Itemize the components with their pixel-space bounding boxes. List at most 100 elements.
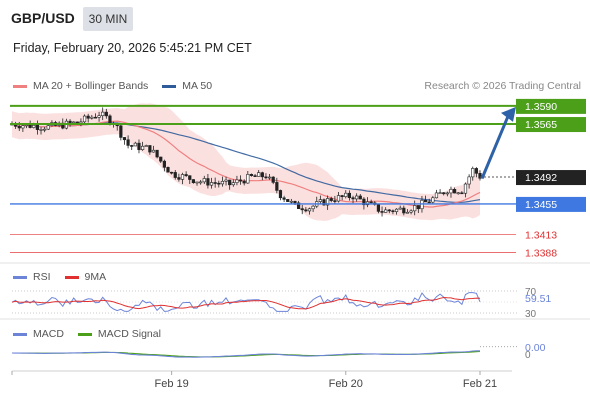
candle-body: [278, 190, 283, 199]
candle-body: [253, 175, 257, 177]
level-red: 1.3388: [10, 248, 557, 260]
candle-body: [162, 160, 166, 168]
candle-body: [438, 192, 442, 194]
candle-body: [304, 209, 308, 212]
macd-signal-swatch: [77, 332, 92, 336]
research-credit: Research © 2026 Trading Central: [424, 80, 581, 92]
candle-body: [289, 200, 293, 203]
macd-tick-label: 0: [525, 350, 531, 361]
candle-body: [39, 129, 43, 131]
candle-body: [416, 205, 420, 210]
candle-body: [155, 149, 159, 158]
candle-body: [228, 179, 232, 186]
x-tick-label: Feb 20: [329, 378, 363, 390]
candle-body: [126, 139, 130, 146]
candle-body: [246, 174, 250, 184]
level-resistance: 1.3565: [10, 117, 586, 133]
candle-body: [275, 182, 279, 191]
candle-body: [271, 176, 275, 183]
rsi-line: [11, 292, 481, 312]
candle-body: [463, 183, 468, 194]
candle-body: [195, 181, 199, 184]
candle-body: [347, 192, 351, 199]
level-label: 1.3565: [525, 119, 557, 131]
level-current: 1.3492: [480, 170, 586, 186]
symbol-title: GBP/USD: [11, 10, 75, 26]
candle-body: [93, 116, 98, 119]
candle-body: [434, 192, 439, 199]
candle-body: [423, 200, 428, 203]
candle-body: [32, 125, 36, 128]
candle-body: [445, 192, 449, 195]
candle-body: [394, 208, 399, 212]
level-label: 1.3455: [525, 199, 557, 211]
candle-body: [206, 178, 210, 186]
candle-body: [220, 180, 225, 185]
ma20-swatch: [13, 84, 27, 88]
level-label-box: [516, 170, 586, 186]
candle-body: [297, 202, 301, 209]
rsi-legend-label: RSI: [33, 271, 51, 283]
rsi-legend: RSI 9MA: [13, 271, 106, 283]
candle-body: [199, 181, 203, 184]
candle-body: [166, 167, 170, 173]
candle-body: [188, 175, 192, 180]
candle-body: [355, 195, 359, 200]
macd-legend: MACD MACD Signal: [13, 328, 161, 340]
candle-body: [119, 125, 123, 138]
datetime-label: Friday, February 20, 2026 5:45:21 PM CET: [13, 41, 252, 55]
candle-body: [358, 195, 362, 200]
candle-body: [231, 182, 235, 186]
ma20-legend-label: MA 20 + Bollinger Bands: [33, 80, 149, 92]
candle-body: [460, 192, 464, 195]
candle-body: [86, 115, 90, 119]
candle-body: [336, 195, 341, 202]
price-legend: MA 20 + Bollinger Bands MA 50: [13, 80, 212, 92]
candle-body: [300, 208, 304, 211]
candle-body: [79, 121, 83, 124]
rsi-tick-label: 30: [525, 309, 537, 320]
macd-swatch: [13, 332, 27, 336]
macd-line: [11, 350, 480, 358]
macd-legend-label: MACD: [33, 328, 64, 340]
candle-body: [376, 204, 381, 212]
candle-body: [184, 174, 188, 176]
candle-body: [387, 209, 391, 212]
candle-body: [249, 174, 254, 176]
candle-body: [238, 179, 243, 182]
rsi-ma-legend-label: 9MA: [84, 271, 107, 283]
candle-body: [35, 125, 39, 130]
candle-body: [267, 176, 272, 179]
candle-body: [413, 205, 417, 212]
macd-signal-legend-label: MACD Signal: [97, 328, 161, 340]
candle-body: [242, 180, 246, 184]
candle-body: [260, 172, 264, 178]
candle-body: [97, 115, 101, 118]
candle-body: [191, 179, 195, 184]
candle-body: [141, 145, 145, 150]
candle-body: [456, 192, 460, 195]
level-label-box: [516, 117, 586, 133]
candle-body: [82, 115, 87, 123]
candle-body: [293, 200, 297, 204]
candle-body: [402, 207, 406, 214]
ma50-legend-label: MA 50: [182, 80, 213, 92]
candle-body: [130, 145, 134, 147]
candle-body: [351, 197, 355, 200]
candle-body: [43, 128, 47, 131]
rsi-swatch: [13, 275, 27, 279]
candle-body: [75, 121, 79, 124]
candle-body: [177, 177, 181, 180]
x-tick-label: Feb 21: [463, 378, 497, 390]
candle-body: [213, 182, 217, 184]
timeframe-button[interactable]: 30 MIN: [83, 7, 133, 31]
candle-body: [159, 156, 163, 162]
candle-body: [380, 211, 384, 213]
candle-body: [405, 211, 410, 214]
candle-body: [209, 182, 214, 186]
candle-body: [442, 192, 446, 195]
rsi-ma-swatch: [64, 275, 79, 279]
candle-body: [333, 200, 337, 202]
candle-body: [264, 176, 268, 179]
